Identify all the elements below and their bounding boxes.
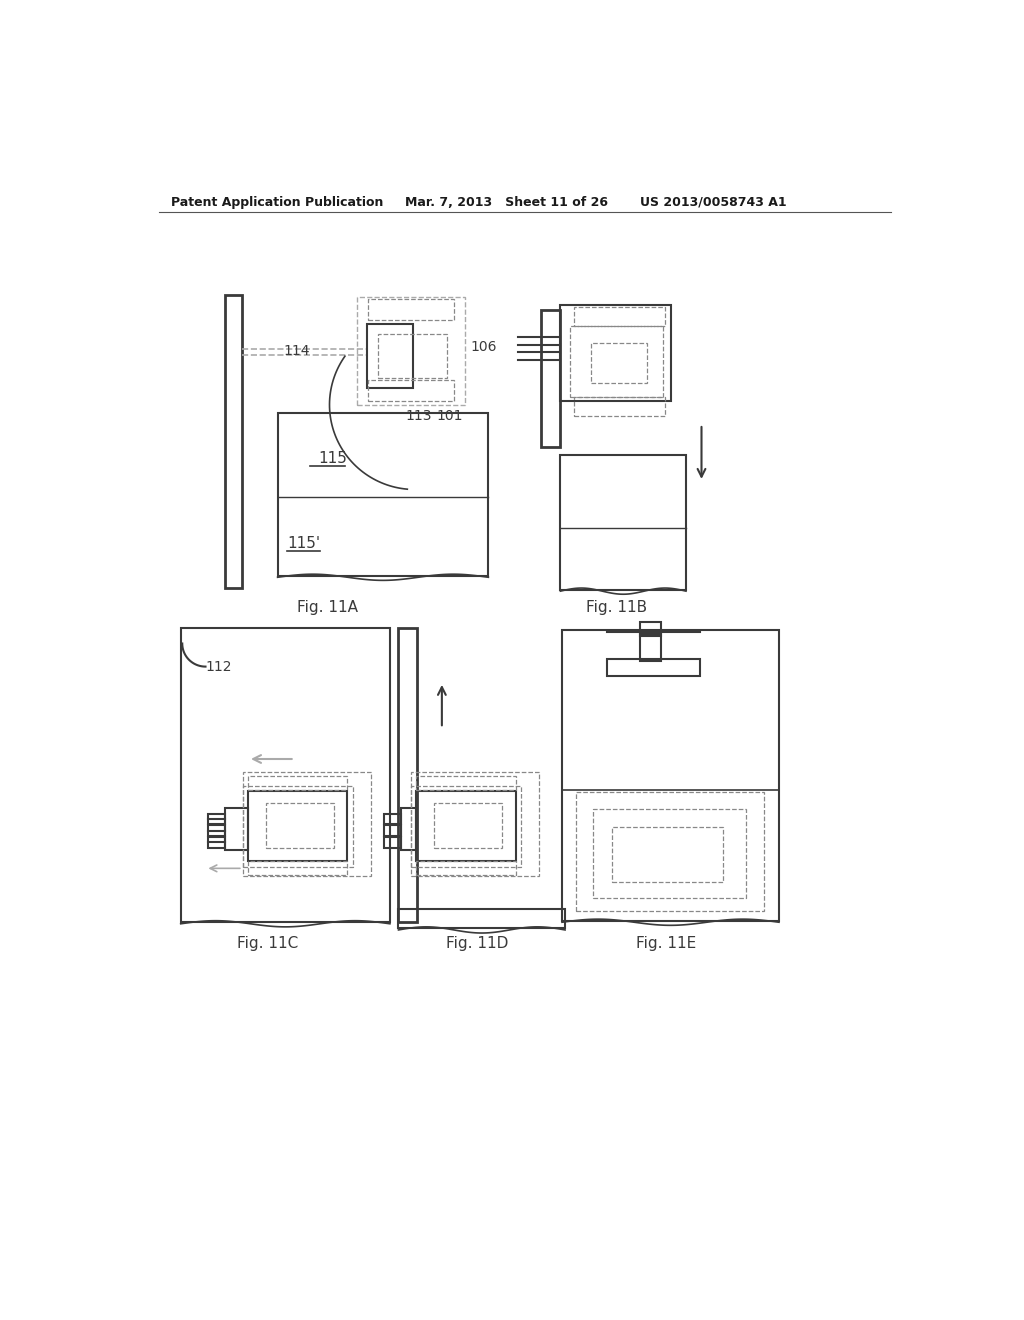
Bar <box>573 308 665 326</box>
Bar <box>208 813 225 825</box>
Bar <box>208 825 225 836</box>
Bar <box>243 785 352 867</box>
Bar <box>560 455 686 590</box>
Text: Fig. 11A: Fig. 11A <box>297 599 358 615</box>
Text: 115: 115 <box>317 451 347 466</box>
Bar <box>560 305 671 401</box>
Text: Fig. 11E: Fig. 11E <box>637 936 696 952</box>
Bar <box>266 803 334 847</box>
Text: Mar. 7, 2013   Sheet 11 of 26: Mar. 7, 2013 Sheet 11 of 26 <box>406 195 608 209</box>
Bar <box>569 326 663 397</box>
Bar <box>248 776 347 789</box>
Text: 101: 101 <box>436 409 463 424</box>
Bar <box>243 772 371 876</box>
Bar <box>573 397 665 416</box>
Bar <box>592 343 647 383</box>
Bar <box>378 334 447 378</box>
Bar <box>180 628 390 923</box>
Text: 113: 113 <box>406 409 432 424</box>
Bar <box>384 825 400 836</box>
Bar <box>562 630 779 921</box>
Bar <box>225 808 248 850</box>
Text: 106: 106 <box>471 341 497 354</box>
Bar <box>612 826 723 882</box>
Bar <box>640 635 662 661</box>
Text: Fig. 11C: Fig. 11C <box>237 936 298 952</box>
Text: Fig. 11D: Fig. 11D <box>445 936 508 952</box>
Bar <box>248 792 347 861</box>
Bar <box>384 837 400 847</box>
Text: 115': 115' <box>287 536 319 550</box>
Bar <box>417 861 515 875</box>
Text: 114: 114 <box>283 345 309 358</box>
Bar <box>575 792 764 911</box>
Bar <box>411 772 539 876</box>
Bar <box>541 310 560 447</box>
Bar <box>640 622 662 636</box>
Text: 112: 112 <box>206 660 232 673</box>
Bar <box>367 323 414 388</box>
Bar <box>278 412 488 576</box>
Bar <box>411 785 521 867</box>
Bar <box>248 861 347 875</box>
Bar <box>208 837 225 847</box>
Text: US 2013/0058743 A1: US 2013/0058743 A1 <box>640 195 786 209</box>
Bar <box>398 628 417 923</box>
Bar <box>593 809 746 898</box>
Bar <box>369 300 454 321</box>
Bar <box>607 659 700 676</box>
Bar <box>384 813 400 825</box>
Bar <box>400 808 417 850</box>
Text: Patent Application Publication: Patent Application Publication <box>171 195 383 209</box>
Bar <box>398 909 565 928</box>
Bar <box>225 296 242 589</box>
Bar <box>356 297 465 405</box>
Bar <box>417 776 515 789</box>
Text: Fig. 11B: Fig. 11B <box>586 599 647 615</box>
Bar <box>417 792 515 861</box>
Bar <box>369 380 454 401</box>
Bar <box>434 803 503 847</box>
